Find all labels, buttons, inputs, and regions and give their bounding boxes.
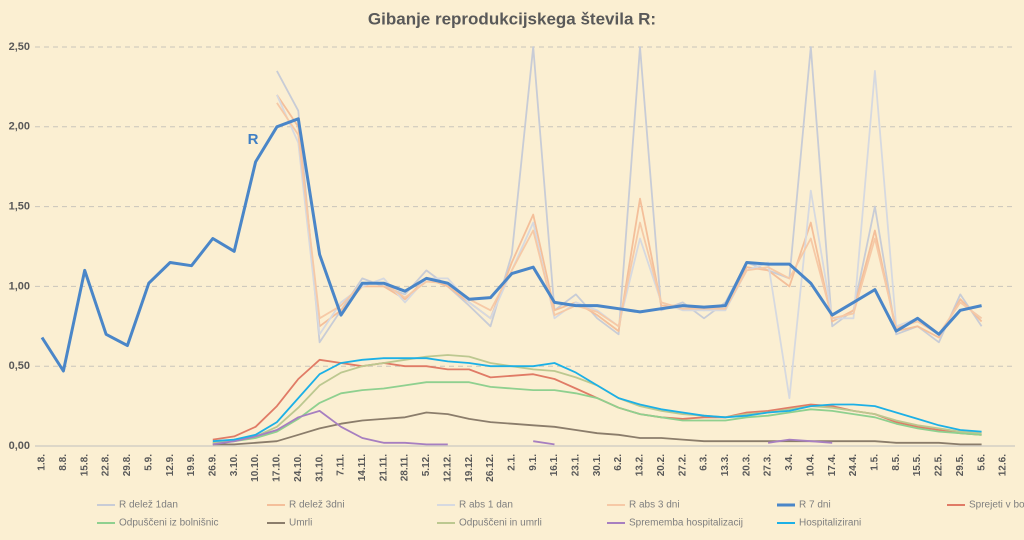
y-tick-label: 1,50 xyxy=(9,201,30,213)
x-tick-label: 14.11. xyxy=(357,454,368,481)
x-tick-label: 9.1. xyxy=(528,454,539,471)
series-line xyxy=(40,117,982,373)
x-tick-label: 10.10. xyxy=(250,454,261,482)
legend-label: Odpuščeni iz bolnišnic xyxy=(119,518,219,529)
x-tick-label: 6.3. xyxy=(699,454,710,471)
x-tick-label: 7.11. xyxy=(336,454,347,476)
x-tick-label: 27.2. xyxy=(677,454,688,476)
x-tick-label: 30.1. xyxy=(592,454,603,476)
x-tick-label: 12.9. xyxy=(165,454,176,476)
legend-label: R delež 3dni xyxy=(289,500,345,511)
x-tick-label: 19.9. xyxy=(186,454,197,476)
series-line xyxy=(212,410,833,446)
y-tick-label: 1,00 xyxy=(9,280,30,292)
legend-label: R 7 dni xyxy=(799,500,831,511)
x-tick-label: 12.6. xyxy=(998,454,1009,476)
x-tick-label: 24.10. xyxy=(293,454,304,482)
x-tick-label: 24.4. xyxy=(848,454,859,476)
x-tick-label: 27.3. xyxy=(763,454,774,476)
series-line xyxy=(212,357,982,443)
x-tick-label: 19.12. xyxy=(464,454,475,482)
x-tick-label: 29.8. xyxy=(122,454,133,476)
legend-label: R delež 1dan xyxy=(119,500,178,511)
x-tick-label: 28.11. xyxy=(400,454,411,481)
legend-label: Sprejeti v bolnišnice xyxy=(969,500,1024,511)
x-tick-label: 5.6. xyxy=(976,454,987,471)
legend-label: R abs 1 dan xyxy=(459,500,513,511)
x-tick-label: 12.12. xyxy=(442,454,453,482)
x-tick-label: 22.5. xyxy=(934,454,945,476)
legend-label: Sprememba hospitalizacij xyxy=(629,518,743,529)
x-tick-label: 6.2. xyxy=(613,454,624,471)
x-tick-label: 8.5. xyxy=(891,454,902,471)
x-tick-label: 26.9. xyxy=(207,454,218,476)
x-tick-label: 20.2. xyxy=(656,454,667,476)
x-tick-label: 10.4. xyxy=(805,454,816,476)
chart-title: Gibanje reprodukcijskega števila R: xyxy=(368,9,656,28)
series-line xyxy=(212,411,982,446)
x-tick-label: 23.1. xyxy=(571,454,582,476)
x-tick-label: 5.12. xyxy=(421,454,432,476)
x-tick-label: 21.11. xyxy=(378,454,389,481)
x-tick-label: 1.8. xyxy=(37,454,48,471)
series-line xyxy=(212,381,982,444)
annotation: R xyxy=(248,131,259,148)
x-tick-label: 3.10. xyxy=(229,454,240,476)
x-tick-label: 1.5. xyxy=(870,454,881,471)
x-tick-label: 5.9. xyxy=(143,454,154,471)
legend-label: Umrli xyxy=(289,518,312,529)
x-tick-label: 26.12. xyxy=(485,454,496,482)
x-tick-label: 2.1. xyxy=(506,454,517,471)
x-tick-label: 13.3. xyxy=(720,454,731,476)
x-tick-label: 17.4. xyxy=(827,454,838,476)
y-tick-label: 2,00 xyxy=(9,121,30,133)
legend-label: Odpuščeni in umrli xyxy=(459,518,542,529)
x-tick-label: 15.5. xyxy=(912,454,923,476)
x-tick-label: 22.8. xyxy=(101,454,112,476)
legend-label: Hospitalizirani xyxy=(799,518,861,529)
x-tick-label: 20.3. xyxy=(741,454,752,476)
x-tick-label: 15.8. xyxy=(79,454,90,476)
x-tick-label: 29.5. xyxy=(955,454,966,476)
x-tick-label: 3.4. xyxy=(784,454,795,471)
x-tick-label: 31.10. xyxy=(314,454,325,482)
series-line xyxy=(276,102,983,336)
x-tick-label: 8.8. xyxy=(58,454,69,471)
y-tick-label: 0,00 xyxy=(9,440,30,452)
y-tick-label: 2,50 xyxy=(9,41,30,53)
x-tick-label: 16.1. xyxy=(549,454,560,476)
x-tick-label: 17.10. xyxy=(272,454,283,482)
series-line xyxy=(276,94,983,339)
x-tick-label: 13.2. xyxy=(635,454,646,476)
y-tick-label: 0,50 xyxy=(9,360,30,372)
legend-label: R abs 3 dni xyxy=(629,500,680,511)
